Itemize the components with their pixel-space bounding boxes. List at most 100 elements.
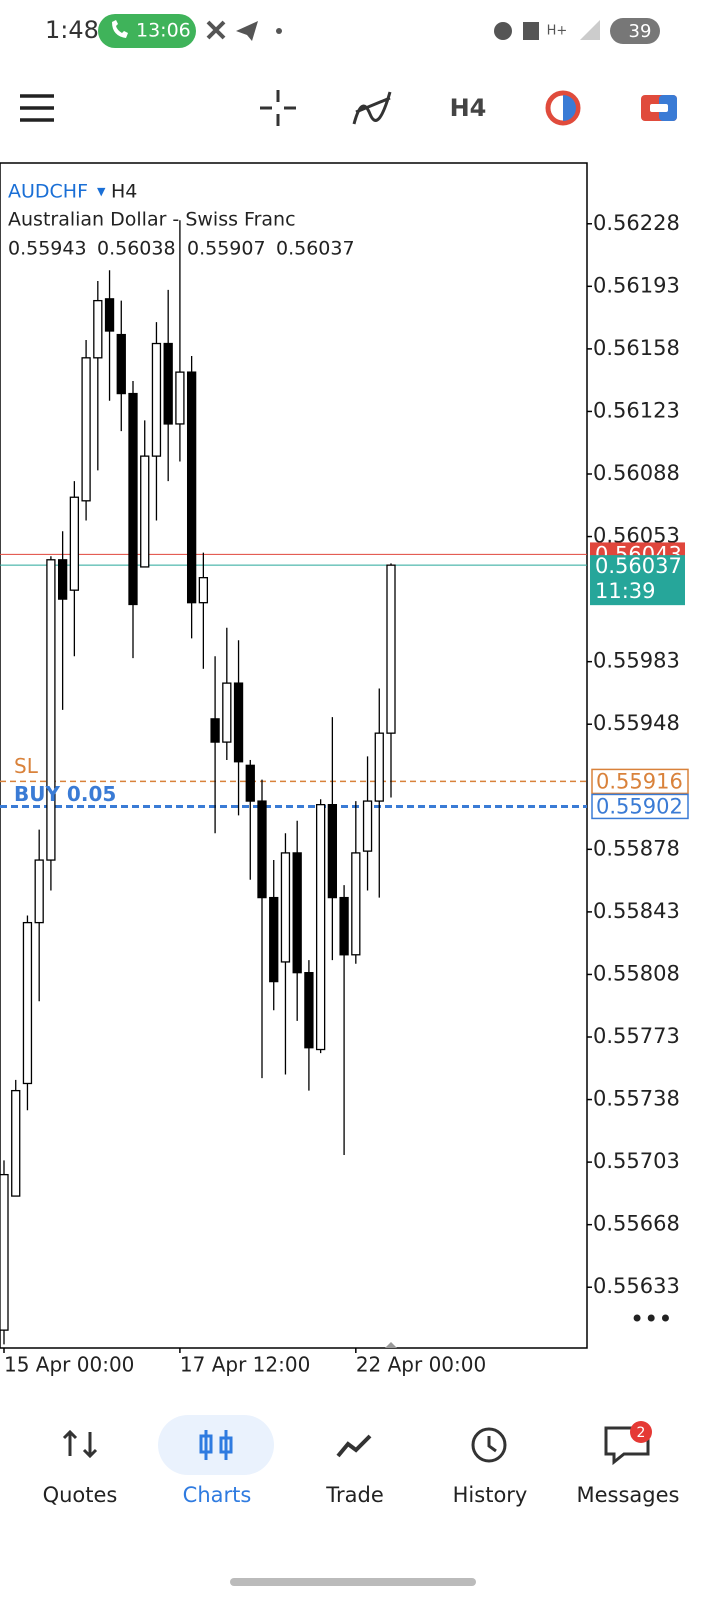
- network-icon: H+: [547, 24, 568, 39]
- y-tick-label: 0.55738: [593, 1087, 680, 1111]
- candle-body: [257, 800, 267, 899]
- ohlc-low: 0.55907: [187, 238, 266, 260]
- scroll-marker: [385, 1342, 397, 1348]
- candle-body: [0, 1173, 9, 1331]
- more-button[interactable]: •••: [630, 1305, 672, 1333]
- crosshair-button[interactable]: [260, 90, 296, 126]
- nav-label[interactable]: Charts: [183, 1483, 252, 1507]
- x-tick-label: 17 Apr 12:00: [180, 1353, 310, 1377]
- y-tick-label: 0.55948: [593, 711, 680, 735]
- candle-body: [315, 804, 326, 1051]
- candle-body: [104, 298, 115, 332]
- plot: [0, 220, 587, 1345]
- signal-icon: [580, 20, 600, 40]
- charts-icon: [199, 1434, 213, 1454]
- order-price-box: [591, 793, 689, 820]
- battery-level: 39: [629, 21, 652, 42]
- y-tick-label: 0.55703: [593, 1149, 680, 1173]
- candle-body: [46, 559, 56, 861]
- status-icon: [206, 20, 226, 40]
- candle-body: [374, 732, 384, 802]
- y-tick-label: 0.55633: [593, 1274, 680, 1298]
- clock: 1:48: [45, 16, 99, 44]
- ohlc-high: 0.56038: [97, 238, 176, 260]
- symbol-arrow[interactable]: ▼: [97, 185, 106, 198]
- trade-icon: [336, 1434, 372, 1458]
- nav-label[interactable]: History: [453, 1483, 528, 1507]
- y-tick-label: 0.56193: [593, 273, 680, 297]
- y-tick-label: 0.56158: [593, 336, 680, 360]
- candle-body: [339, 896, 349, 956]
- templates-icon: [563, 95, 576, 121]
- dnd-icon: [494, 22, 512, 40]
- candle-body: [245, 764, 255, 802]
- indicators-button[interactable]: [352, 91, 392, 125]
- dot: [276, 28, 282, 34]
- nav-label[interactable]: Messages: [577, 1483, 680, 1507]
- candle-body: [81, 357, 91, 502]
- y-tick-label: 0.55668: [593, 1212, 680, 1236]
- candle-body: [140, 455, 150, 568]
- candle-body: [210, 718, 220, 743]
- ohlc-close: 0.56037: [276, 238, 355, 260]
- nav-active-bg: [158, 1415, 274, 1475]
- candle-body: [69, 496, 80, 591]
- history-icon: [471, 1427, 507, 1463]
- trade-icon: [650, 104, 668, 112]
- battery: [610, 18, 660, 44]
- candle-body: [163, 342, 173, 425]
- bid-price: 0.56037: [595, 554, 682, 578]
- badge-count: 2: [637, 1425, 646, 1441]
- candle-body: [128, 392, 138, 606]
- y-tick-label: 0.55878: [593, 836, 680, 860]
- badge: [630, 1421, 652, 1443]
- candle-body: [222, 682, 232, 743]
- x-tick-label: 22 Apr 00:00: [356, 1353, 486, 1377]
- y-tick-label: 0.56228: [593, 211, 680, 235]
- y-tick-label: 0.55843: [593, 899, 680, 923]
- ohlc-open: 0.55943: [8, 238, 87, 260]
- candle-body: [93, 299, 103, 359]
- candle-body: [22, 921, 33, 1085]
- symbol: AUDCHF: [8, 181, 88, 203]
- templates-button[interactable]: [545, 90, 581, 126]
- menu-button[interactable]: [20, 94, 54, 122]
- phone-icon: [112, 20, 128, 38]
- candle-body: [327, 804, 338, 899]
- y-tick-label: 0.56123: [593, 398, 680, 422]
- candle-body: [269, 896, 279, 983]
- timeframe-button[interactable]: H4: [450, 94, 487, 122]
- order-price: 0.55916: [596, 769, 683, 793]
- nav-label[interactable]: Trade: [325, 1483, 384, 1507]
- home-indicator: [230, 1578, 476, 1586]
- nav-label[interactable]: Quotes: [43, 1483, 118, 1507]
- candle-body: [186, 371, 197, 604]
- status-icon: [523, 22, 539, 40]
- y-tick-label: 0.55808: [593, 961, 680, 985]
- candle-body: [386, 564, 396, 734]
- order-price: 0.55902: [596, 794, 683, 818]
- bar-timer: 11:39: [595, 579, 656, 603]
- candle-body: [34, 859, 44, 924]
- candle-body: [280, 852, 291, 963]
- candle-body: [304, 972, 314, 1049]
- candle-body: [151, 342, 162, 457]
- candle-body: [351, 852, 361, 956]
- candle-body: [175, 371, 185, 425]
- order-price-box: [591, 768, 689, 795]
- call-time: 13:06: [136, 20, 191, 42]
- quotes-icon: [62, 1429, 98, 1459]
- description: Australian Dollar - Swiss Franc: [8, 209, 296, 231]
- call-pill: [98, 14, 196, 48]
- order-label: BUY 0.05: [14, 782, 116, 806]
- candle-body: [198, 577, 209, 604]
- history-icon: [487, 1436, 497, 1453]
- candle-body: [116, 333, 126, 395]
- x-tick-label: 15 Apr 00:00: [4, 1353, 134, 1377]
- candle-body: [233, 682, 244, 763]
- y-tick-label: 0.56088: [593, 461, 680, 485]
- bid-price-box: [590, 555, 685, 606]
- telegram-icon: [236, 21, 258, 41]
- y-tick-label: 0.55983: [593, 649, 680, 673]
